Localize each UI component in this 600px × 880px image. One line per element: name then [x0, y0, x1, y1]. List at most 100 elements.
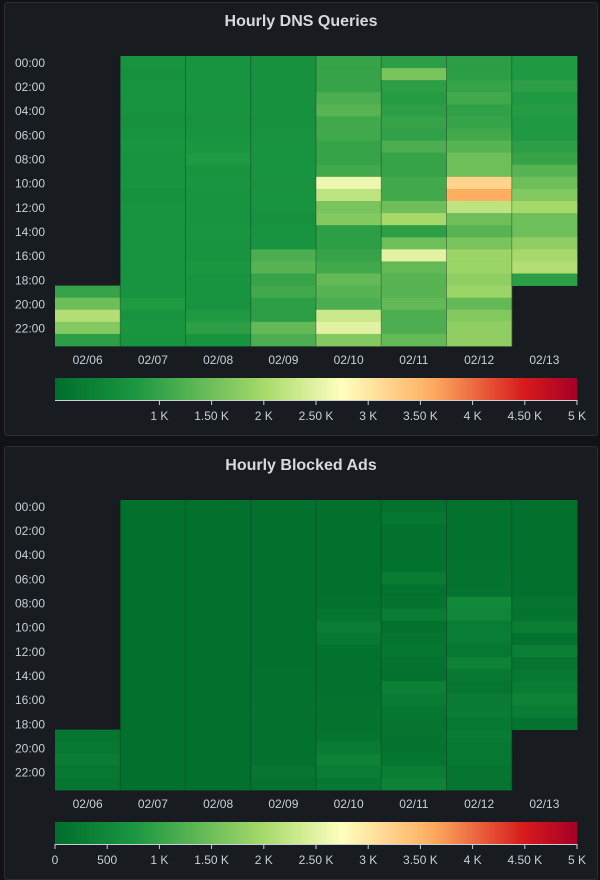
heatmap-cell[interactable] [511, 500, 578, 513]
heatmap-cell[interactable] [511, 116, 578, 129]
heatmap-cell[interactable] [250, 645, 317, 658]
heatmap-cell[interactable] [185, 608, 252, 622]
heatmap-cell[interactable] [316, 249, 382, 262]
heatmap-cell[interactable] [185, 765, 252, 779]
heatmap-cell[interactable] [250, 512, 317, 525]
heatmap-cell[interactable] [120, 741, 186, 755]
heatmap-cell[interactable] [250, 92, 317, 105]
heatmap-cell[interactable] [446, 68, 513, 81]
heatmap-cell[interactable] [381, 213, 447, 226]
heatmap-cell[interactable] [185, 176, 252, 190]
heatmap-cell[interactable] [446, 548, 513, 561]
heatmap-cell[interactable] [185, 273, 252, 286]
heatmap-cell[interactable] [120, 777, 186, 791]
heatmap-cell[interactable] [381, 584, 447, 598]
heatmap-cell[interactable] [316, 152, 382, 166]
heatmap-cell[interactable] [185, 213, 252, 226]
heatmap-cell[interactable] [185, 249, 252, 262]
heatmap-cell[interactable] [446, 237, 513, 250]
heatmap-cell[interactable] [446, 777, 513, 791]
heatmap-cell[interactable] [316, 309, 382, 323]
heatmap-cell[interactable] [120, 645, 186, 658]
heatmap-cell[interactable] [446, 333, 513, 347]
panel-title[interactable]: Hourly Blocked Ads [225, 457, 377, 474]
heatmap-cell[interactable] [446, 560, 513, 573]
heatmap-cell[interactable] [381, 645, 447, 658]
heatmap-cell[interactable] [250, 56, 317, 69]
heatmap-cell[interactable] [446, 213, 513, 226]
heatmap-cell[interactable] [185, 620, 252, 634]
heatmap-cell[interactable] [120, 309, 186, 323]
dns-queries-heatmap[interactable]: 00:00 02:00 04:00 06:00 08:00 10:00 12:00 14:00… [5, 3, 597, 435]
heatmap-cell[interactable] [120, 333, 186, 347]
heatmap-cell[interactable] [381, 128, 447, 141]
heatmap-cell[interactable] [120, 765, 186, 779]
heatmap-cell[interactable] [381, 249, 447, 262]
heatmap-cell[interactable] [316, 560, 382, 573]
heatmap-cell[interactable] [120, 524, 186, 537]
heatmap-cell[interactable] [185, 68, 252, 81]
heatmap-cell[interactable] [185, 512, 252, 525]
heatmap-cell[interactable] [381, 225, 447, 238]
heatmap-cell[interactable] [511, 261, 578, 274]
heatmap-cell[interactable] [120, 140, 186, 154]
heatmap-cell[interactable] [185, 681, 252, 694]
heatmap-cell[interactable] [316, 128, 382, 141]
heatmap-cell[interactable] [511, 645, 578, 658]
heatmap-cell[interactable] [446, 128, 513, 141]
heatmap-cell[interactable] [250, 741, 317, 755]
heatmap-cell[interactable] [511, 705, 578, 718]
heatmap-cell[interactable] [250, 777, 317, 791]
heatmap-cell[interactable] [446, 693, 513, 706]
heatmap-cell[interactable] [316, 261, 382, 274]
heatmap-cell[interactable] [511, 681, 578, 694]
heatmap-cell[interactable] [185, 717, 252, 730]
heatmap-cell[interactable] [185, 201, 252, 214]
heatmap-cell[interactable] [511, 201, 578, 214]
heatmap-cell[interactable] [250, 681, 317, 694]
heatmap-cell[interactable] [446, 536, 513, 549]
heatmap-cell[interactable] [381, 56, 447, 69]
heatmap-cell[interactable] [381, 729, 447, 743]
heatmap-cell[interactable] [250, 548, 317, 561]
heatmap-cell[interactable] [316, 201, 382, 214]
heatmap-cell[interactable] [120, 705, 186, 718]
heatmap-cell[interactable] [120, 536, 186, 549]
heatmap-cell[interactable] [185, 536, 252, 549]
heatmap-cell[interactable] [250, 596, 317, 610]
heatmap-cell[interactable] [120, 500, 186, 513]
heatmap-cell[interactable] [185, 741, 252, 755]
heatmap-cell[interactable] [120, 717, 186, 730]
heatmap-cell[interactable] [185, 669, 252, 682]
heatmap-cell[interactable] [511, 104, 578, 117]
heatmap-cell[interactable] [446, 681, 513, 694]
heatmap-cell[interactable] [381, 536, 447, 549]
heatmap-cell[interactable] [120, 273, 186, 286]
heatmap-cell[interactable] [120, 128, 186, 141]
heatmap-cell[interactable] [120, 164, 186, 178]
heatmap-cell[interactable] [446, 249, 513, 262]
heatmap-cell[interactable] [250, 333, 317, 347]
heatmap-cell[interactable] [316, 164, 382, 178]
heatmap-cell[interactable] [250, 753, 317, 767]
heatmap-cell[interactable] [511, 225, 578, 238]
heatmap-cell[interactable] [316, 657, 382, 670]
heatmap-cell[interactable] [381, 273, 447, 286]
heatmap-cell[interactable] [381, 261, 447, 274]
heatmap-cell[interactable] [55, 777, 121, 791]
heatmap-cell[interactable] [446, 176, 513, 190]
heatmap-cell[interactable] [316, 717, 382, 730]
heatmap-cell[interactable] [120, 512, 186, 525]
heatmap-cell[interactable] [381, 237, 447, 250]
heatmap-cell[interactable] [185, 524, 252, 537]
heatmap-cell[interactable] [120, 213, 186, 226]
heatmap-cell[interactable] [316, 512, 382, 525]
heatmap-cell[interactable] [250, 80, 317, 93]
heatmap-cell[interactable] [511, 608, 578, 622]
heatmap-cell[interactable] [381, 705, 447, 718]
heatmap-cell[interactable] [511, 237, 578, 250]
heatmap-cell[interactable] [250, 321, 317, 335]
heatmap-cell[interactable] [55, 285, 121, 299]
heatmap-cell[interactable] [185, 321, 252, 335]
heatmap-cell[interactable] [446, 273, 513, 286]
